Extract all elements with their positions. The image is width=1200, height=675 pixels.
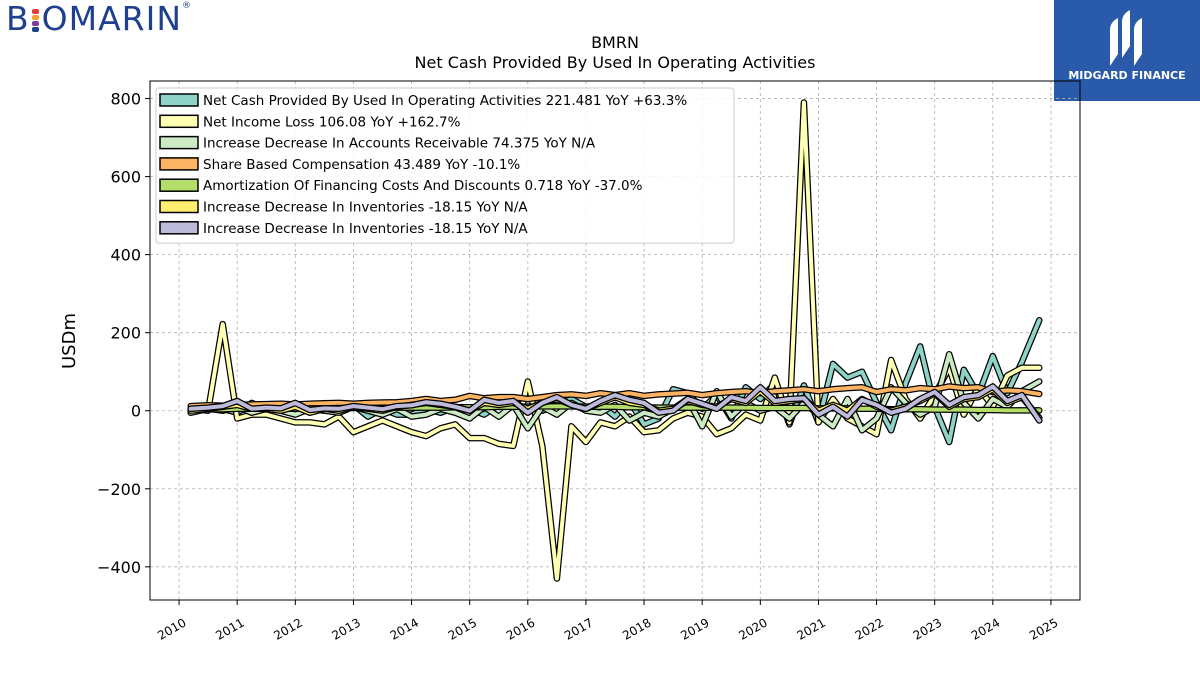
- legend-swatch: [159, 178, 199, 192]
- x-tick-label: 2016: [504, 615, 537, 642]
- x-tick-label: 2023: [911, 615, 944, 642]
- legend-swatch: [159, 114, 199, 129]
- legend-item-label: Increase Decrease In Inventories -18.15 …: [203, 200, 528, 216]
- y-tick-label: 200: [110, 324, 141, 343]
- x-tick-label: 2018: [620, 615, 653, 642]
- y-tick-label: −400: [97, 558, 141, 577]
- legend-item-label: Share Based Compensation 43.489 YoY -10.…: [203, 157, 520, 173]
- legend-item-label: Increase Decrease In Accounts Receivable…: [203, 136, 596, 152]
- x-tick-label: 2011: [213, 615, 246, 642]
- x-axis: 2010 2011 2012 2013 2014 2015 2016 2017 2018 2019…: [155, 600, 1060, 643]
- company-logo-reg: ®: [182, 1, 193, 11]
- company-logo: B OMARIN®: [6, 0, 193, 38]
- series-lines: [187, 99, 1043, 582]
- chart-subtitle: Net Cash Provided By Used In Operating A…: [415, 53, 816, 72]
- y-tick-label: 400: [110, 246, 141, 265]
- company-logo-b: B: [6, 0, 30, 38]
- x-tick-label: 2024: [969, 615, 1002, 642]
- legend: Net Cash Provided By Used In Operating A…: [155, 87, 735, 244]
- legend-box: [155, 87, 735, 244]
- partner-logo: MIDGARD FINANCE: [1054, 0, 1200, 101]
- x-tick-label: 2025: [1027, 615, 1060, 642]
- legend-swatch: [159, 157, 199, 171]
- y-axis-label: USDm: [59, 313, 80, 369]
- x-tick-label: 2012: [271, 615, 304, 642]
- partner-logo-text: MIDGARD FINANCE: [1068, 69, 1186, 82]
- chart-title: BMRN: [591, 33, 639, 52]
- x-tick-label: 2013: [329, 615, 362, 642]
- legend-item-label: Net Income Loss 106.08 YoY +162.7%: [203, 114, 461, 130]
- x-tick-label: 2022: [853, 615, 886, 642]
- series-line: [188, 100, 1042, 581]
- x-tick-label: 2010: [155, 615, 188, 642]
- x-tick-label: 2019: [678, 615, 711, 642]
- company-logo-rest: OMARIN: [41, 0, 183, 38]
- legend-swatch: [159, 93, 199, 107]
- legend-item-label: Amortization Of Financing Costs And Disc…: [203, 178, 643, 194]
- series-line: [188, 384, 1042, 423]
- x-tick-label: 2014: [388, 615, 421, 642]
- series-2: [187, 99, 1043, 582]
- y-tick-label: −200: [97, 480, 141, 499]
- y-tick-label: 600: [110, 168, 141, 187]
- legend-item-label: Increase Decrease In Inventories -18.15 …: [203, 221, 528, 237]
- legend-swatch: [159, 199, 199, 214]
- x-tick-label: 2020: [736, 615, 769, 642]
- x-tick-label: 2017: [562, 615, 595, 642]
- legend-item-label: Net Cash Provided By Used In Operating A…: [203, 93, 687, 109]
- company-logo-i-mark: [31, 8, 40, 32]
- legend-swatch: [159, 221, 199, 235]
- y-tick-label: 800: [110, 90, 141, 109]
- plot-frame: [149, 80, 1081, 601]
- x-tick-label: 2021: [794, 615, 827, 642]
- x-tick-label: 2015: [446, 615, 479, 642]
- midgard-emblem-icon: [1110, 10, 1142, 66]
- y-tick-label: 0: [131, 402, 141, 421]
- series-7: [187, 383, 1043, 424]
- y-axis: −400 −200 0 200 400 600 800: [97, 90, 150, 577]
- legend-swatch: [159, 135, 199, 150]
